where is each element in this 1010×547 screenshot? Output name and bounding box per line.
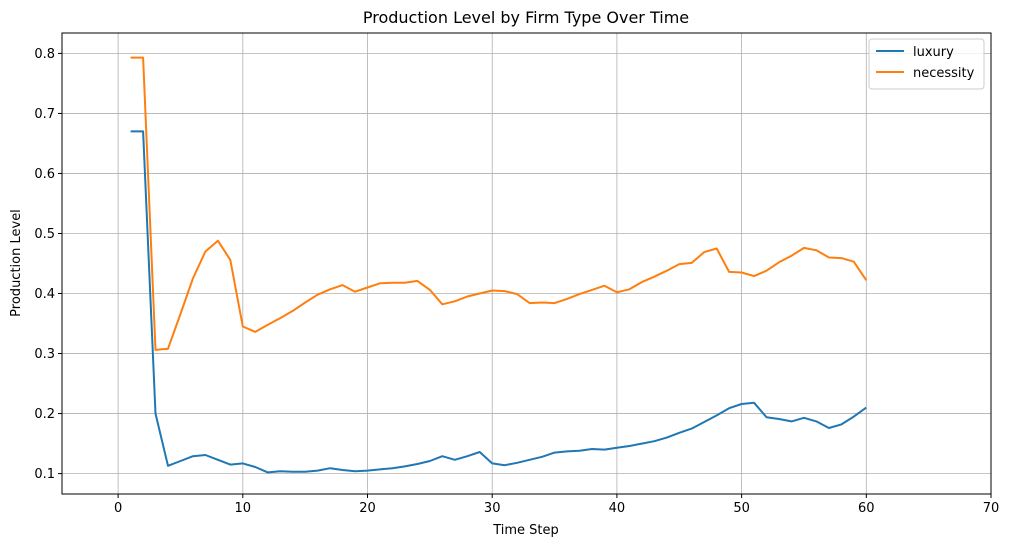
x-tick-label: 40 [609,501,626,516]
x-tick-label: 70 [983,501,1000,516]
y-axis: 0.1 0.2 0.3 0.4 0.5 0.6 0.7 0.8 [34,47,62,482]
x-tick-label: 10 [235,501,252,516]
x-tick-label: 20 [359,501,376,516]
y-tick-label: 0.7 [34,107,55,122]
legend-label-necessity: necessity [913,66,975,81]
y-tick-label: 0.4 [34,287,55,302]
y-tick-label: 0.6 [34,167,55,182]
y-tick-label: 0.5 [34,227,55,242]
legend: luxury necessity [868,38,985,90]
y-tick-label: 0.2 [34,407,55,422]
y-axis-label: Production Level [9,209,24,317]
x-axis: 0 10 20 30 40 50 60 70 [114,494,999,516]
series-layer [130,56,868,474]
x-tick-label: 0 [114,501,122,516]
y-tick-label: 0.8 [34,47,55,62]
series-line-luxury [130,130,867,474]
y-tick-label: 0.1 [34,467,55,482]
legend-label-luxury: luxury [913,45,954,60]
x-axis-label: Time Step [492,523,559,538]
plot-frame [61,32,992,495]
x-tick-label: 60 [858,501,875,516]
y-tick-label: 0.3 [34,347,55,362]
chart-title: Production Level by Firm Type Over Time [363,8,689,27]
series-line-necessity [130,56,868,351]
x-tick-label: 30 [484,501,501,516]
x-tick-label: 50 [733,501,750,516]
